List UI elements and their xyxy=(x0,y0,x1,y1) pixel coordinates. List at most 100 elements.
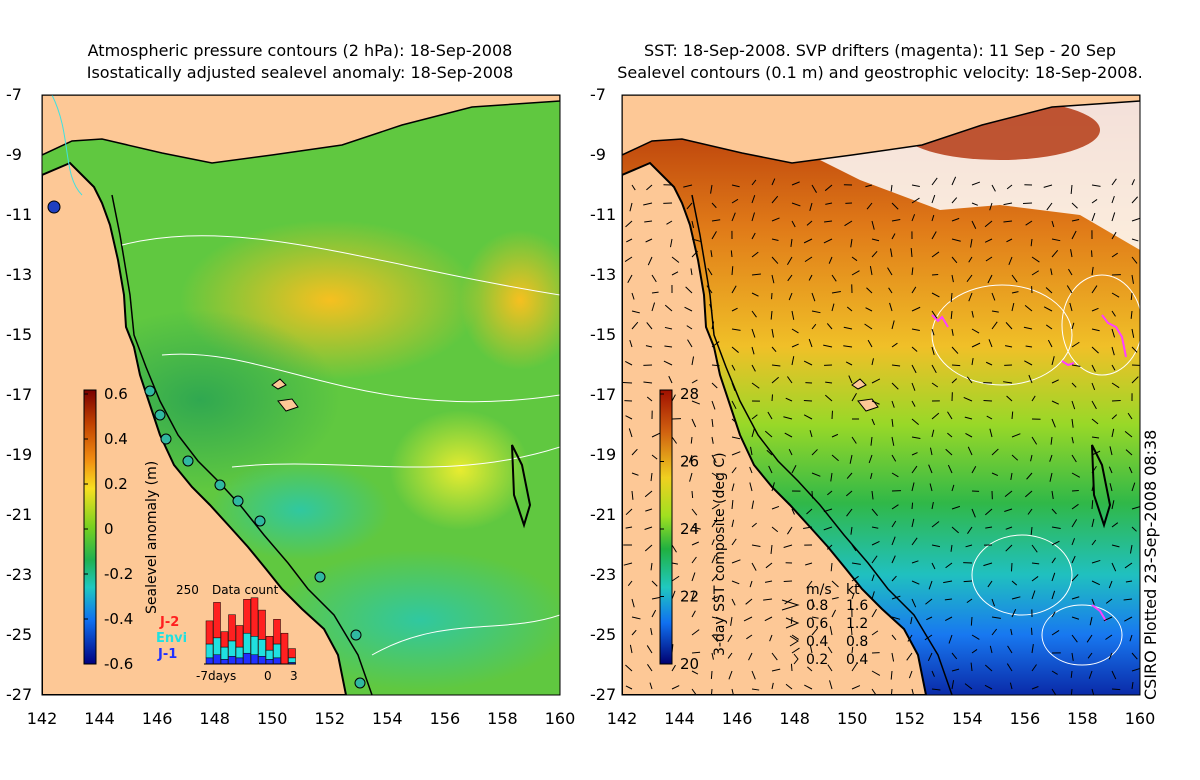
velocity-arrow xyxy=(931,364,937,374)
velocity-arrow xyxy=(691,572,696,582)
velocity-arrow xyxy=(645,508,653,512)
velocity-arrow xyxy=(1131,179,1136,186)
velocity-arrow xyxy=(1031,664,1037,672)
left-lon-tick-label: 156 xyxy=(430,709,461,728)
velocity-arrow xyxy=(871,630,879,636)
velocity-arrow xyxy=(911,537,918,546)
tide-gauge-marker[interactable] xyxy=(350,629,362,641)
velocity-arrow xyxy=(645,238,653,243)
velocity-arrow xyxy=(931,501,934,510)
velocity-arrow xyxy=(871,540,880,546)
velocity-arrow xyxy=(1071,418,1074,428)
tide-gauge-marker[interactable] xyxy=(254,515,266,527)
velocity-arrow xyxy=(791,202,801,207)
velocity-arrow xyxy=(1009,682,1013,690)
velocity-arrow xyxy=(771,482,775,492)
sst-colorbar-tick-label: 22 xyxy=(680,588,699,606)
velocity-arrow xyxy=(1111,382,1120,389)
velocity-arrow xyxy=(1131,274,1134,284)
velocity-arrow xyxy=(1051,572,1056,582)
sst-map[interactable] xyxy=(622,95,1142,716)
velocity-arrow xyxy=(664,304,673,312)
left-lon-tick-label: 148 xyxy=(199,709,230,728)
inset-x-label-end: 3 xyxy=(290,669,298,683)
velocity-arrow xyxy=(1091,580,1100,586)
velocity-arrow xyxy=(1008,256,1013,265)
velocity-arrow xyxy=(671,436,677,444)
velocity-arrow xyxy=(805,562,813,566)
right-lon-tick-label: 156 xyxy=(1010,709,1041,728)
velocity-arrow xyxy=(1111,178,1117,186)
velocity-arrow xyxy=(831,274,837,282)
velocity-arrow xyxy=(731,382,736,392)
tide-gauge-marker[interactable] xyxy=(232,495,244,507)
right-lat-tick-label: -15 xyxy=(590,325,616,344)
velocity-arrow xyxy=(926,616,933,621)
velocity-arrow xyxy=(771,376,779,384)
velocity-arrow xyxy=(711,554,716,564)
velocity-arrow xyxy=(849,454,853,464)
svp-drifter-track[interactable] xyxy=(1091,604,1107,622)
velocity-arrow xyxy=(947,464,953,474)
velocity-arrow xyxy=(731,580,740,585)
velocity-arrow xyxy=(791,328,799,334)
svp-drifter-track[interactable] xyxy=(931,314,949,328)
velocity-arrow xyxy=(1127,412,1133,420)
velocity-arrow xyxy=(707,267,713,276)
tide-gauge-marker[interactable] xyxy=(144,385,156,397)
velocity-arrow xyxy=(891,504,899,510)
legend-j2: J-2 xyxy=(159,615,179,630)
velocity-arrow xyxy=(871,591,875,600)
left-map-title: Atmospheric pressure contours (2 hPa): 1… xyxy=(40,40,560,84)
velocity-arrow xyxy=(1091,484,1094,492)
velocity-arrow xyxy=(650,562,653,571)
svp-drifter-track[interactable] xyxy=(1101,314,1127,358)
svp-drifter-track[interactable] xyxy=(1061,360,1075,367)
velocity-arrow xyxy=(651,432,661,438)
velocity-arrow xyxy=(967,446,973,456)
velocity-arrow xyxy=(828,256,833,264)
velocity-arrow xyxy=(825,381,833,384)
tide-gauge-marker[interactable] xyxy=(214,479,226,491)
velocity-arrow xyxy=(625,703,632,707)
tide-gauge-marker[interactable] xyxy=(354,677,366,689)
velocity-arrow xyxy=(911,502,914,510)
velocity-arrow xyxy=(1091,400,1097,410)
velocity-arrow xyxy=(1111,414,1118,420)
velocity-arrow xyxy=(771,217,780,222)
right-lat-tick-label: -25 xyxy=(590,625,616,644)
velocity-arrow xyxy=(851,436,857,444)
inset-bar-envi xyxy=(243,632,251,654)
velocity-legend-kt-header: kt xyxy=(846,582,860,598)
velocity-arrow xyxy=(891,652,895,662)
velocity-arrow xyxy=(803,414,813,420)
velocity-arrow xyxy=(970,238,973,248)
tide-gauge-marker[interactable] xyxy=(314,571,326,583)
velocity-arrow xyxy=(631,490,634,500)
velocity-arrow xyxy=(766,701,772,707)
velocity-arrow xyxy=(647,664,653,672)
velocity-arrow xyxy=(846,306,853,312)
velocity-arrow xyxy=(891,342,898,348)
sla-colorbar-tick-label: 0.4 xyxy=(104,430,128,448)
velocity-arrow xyxy=(931,429,935,438)
tide-gauge-marker[interactable] xyxy=(47,200,61,214)
velocity-arrow xyxy=(649,682,653,690)
velocity-arrow xyxy=(1071,503,1079,510)
velocity-arrow xyxy=(671,394,676,402)
sealevel-anomaly-map[interactable] xyxy=(42,95,580,695)
tide-gauge-marker[interactable] xyxy=(160,433,172,445)
velocity-legend: m/s kt 0.8 1.6 0.6 1.2 0.4 0.8 0.2 0.4 xyxy=(781,582,868,668)
velocity-arrow xyxy=(711,454,717,464)
tide-gauge-marker[interactable] xyxy=(154,409,166,421)
velocity-arrow xyxy=(644,526,653,530)
tide-gauge-marker[interactable] xyxy=(182,455,194,467)
velocity-arrow xyxy=(710,250,713,258)
left-lon-tick-label: 158 xyxy=(487,709,518,728)
velocity-arrow xyxy=(783,580,793,583)
sealevel-contour xyxy=(1061,274,1140,376)
left-lat-tick-label: -17 xyxy=(6,385,32,404)
velocity-arrow xyxy=(951,197,958,204)
velocity-arrow xyxy=(691,526,701,530)
left-lat-tick-label: -23 xyxy=(6,565,32,584)
